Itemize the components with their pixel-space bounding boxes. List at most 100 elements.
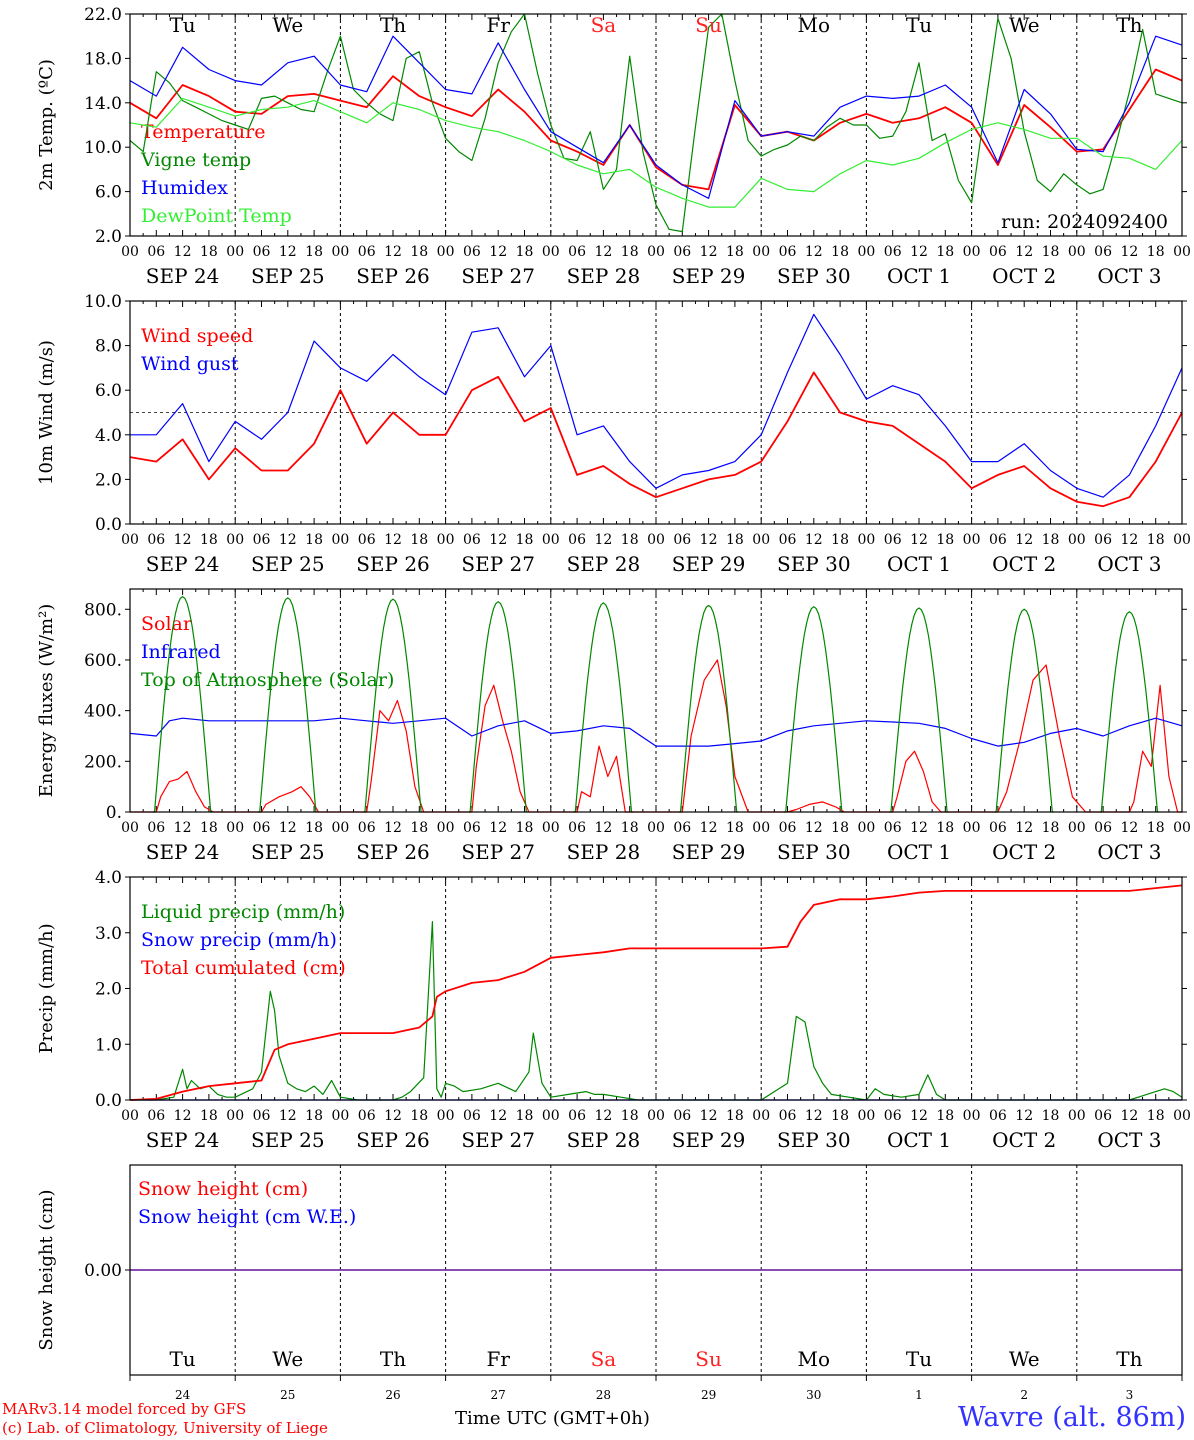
weekday-label: Mo	[798, 13, 831, 37]
hour-tick-label: 18	[410, 244, 428, 260]
series-wind-gust	[130, 313, 1183, 498]
date-label: SEP 25	[251, 264, 325, 288]
hour-tick-label: 00	[331, 820, 349, 836]
date-label: SEP 24	[146, 264, 220, 288]
hour-tick-label: 00	[963, 1108, 981, 1124]
hour-tick-label: 18	[516, 532, 534, 548]
hour-tick-label: 12	[384, 820, 402, 836]
hour-tick-label: 12	[700, 1108, 718, 1124]
y-tick-label: 1.0	[95, 1035, 122, 1055]
y-tick-label: 2.0	[95, 980, 122, 1000]
panel-energy: 0. 200. 400. 600. 800. Energy fluxes (W/m²) So…	[36, 588, 1191, 864]
weekday-label: Th	[380, 13, 406, 37]
hour-tick-label: 18	[1147, 532, 1165, 548]
day-number-label: 3	[1126, 1388, 1134, 1402]
hour-tick-label: 18	[516, 244, 534, 260]
hour-tick-label: 06	[147, 1108, 165, 1124]
hour-tick-label: 12	[489, 244, 507, 260]
date-label: SEP 24	[146, 840, 220, 864]
panel-precip: 0.0 1.0 2.0 3.0 4.0 Precip (mm/h) Liquid preci…	[36, 868, 1191, 1152]
day-number-label: 24	[175, 1388, 191, 1402]
weekday-label: Th	[380, 1347, 406, 1371]
date-label: OCT 1	[887, 1128, 951, 1152]
hour-tick-label: 18	[1042, 244, 1060, 260]
hour-tick-label: 00	[1173, 820, 1191, 836]
hour-tick-label: 06	[1094, 820, 1112, 836]
hour-tick-label: 18	[410, 1108, 428, 1124]
hour-tick-label: 06	[568, 244, 586, 260]
hour-tick-label: 00	[647, 1108, 665, 1124]
hour-tick-label: 00	[542, 1108, 560, 1124]
legend-series-solar: Solar	[141, 613, 193, 635]
hour-tick-label: 18	[200, 820, 218, 836]
hour-tick-label: 12	[805, 820, 823, 836]
hour-tick-label: 06	[463, 532, 481, 548]
date-label: SEP 29	[672, 840, 746, 864]
hour-tick-label: 06	[1094, 1108, 1112, 1124]
hour-tick-label: 00	[542, 532, 560, 548]
hour-tick-label: 06	[463, 244, 481, 260]
hour-tick-label: 00	[857, 244, 875, 260]
panel-temperature: 2.0 6.0 10.0 14.0 18.0 22.0 2m Temp. (ºC) Tempe…	[36, 5, 1191, 288]
hour-tick-label: 06	[989, 532, 1007, 548]
y-axis-label: Snow height (cm)	[36, 1189, 57, 1350]
hour-tick-label: 12	[279, 820, 297, 836]
hour-tick-label: 06	[358, 1108, 376, 1124]
hour-tick-label: 00	[331, 244, 349, 260]
day-number-label: 25	[280, 1388, 295, 1402]
y-tick-label: 18.0	[84, 49, 122, 69]
y-tick-label: 0.00	[84, 1261, 122, 1281]
hour-tick-label: 06	[779, 244, 797, 260]
weekday-label: Sa	[591, 1347, 617, 1371]
y-tick-label: 14.0	[84, 94, 122, 114]
hour-tick-label: 00	[1068, 820, 1086, 836]
hour-tick-label: 06	[673, 244, 691, 260]
hour-tick-label: 00	[752, 820, 770, 836]
weekday-label: Tu	[906, 13, 932, 37]
hour-tick-label: 18	[726, 820, 744, 836]
day-number-label: 2	[1020, 1388, 1028, 1402]
hour-tick-label: 18	[410, 532, 428, 548]
date-label: SEP 27	[461, 552, 535, 576]
hour-tick-label: 00	[752, 244, 770, 260]
hour-tick-label: 18	[831, 820, 849, 836]
weekday-label: Sa	[591, 13, 617, 37]
weekday-label: Tu	[906, 1347, 932, 1371]
hour-tick-label: 18	[831, 244, 849, 260]
hour-tick-label: 18	[516, 820, 534, 836]
hour-tick-label: 18	[1042, 532, 1060, 548]
panel-wind: 0.0 2.0 4.0 6.0 8.0 10.0 10m Wind (m/s) Wind sp…	[36, 292, 1191, 576]
hour-tick-label: 12	[910, 532, 928, 548]
hour-tick-label: 12	[384, 244, 402, 260]
plot-frame	[129, 588, 1183, 813]
hour-tick-label: 00	[226, 820, 244, 836]
hour-tick-label: 06	[358, 244, 376, 260]
hour-tick-label: 00	[542, 244, 560, 260]
hour-tick-label: 00	[121, 244, 139, 260]
hour-tick-label: 18	[936, 532, 954, 548]
date-label: SEP 30	[777, 840, 851, 864]
day-number-label: 30	[806, 1388, 821, 1402]
hour-tick-label: 18	[305, 532, 323, 548]
date-label: OCT 2	[992, 840, 1056, 864]
hour-tick-label: 12	[1120, 244, 1138, 260]
hour-tick-label: 18	[200, 532, 218, 548]
legend-series-dewpoint-temp: DewPoint Temp	[141, 205, 292, 227]
hour-tick-label: 18	[936, 820, 954, 836]
hour-tick-label: 06	[568, 1108, 586, 1124]
y-tick-label: 10.0	[84, 138, 122, 158]
series-humidex	[129, 35, 1183, 199]
legend-series-top-of-atmosphere-solar: Top of Atmosphere (Solar)	[141, 669, 394, 691]
date-label: SEP 28	[567, 840, 641, 864]
hour-tick-label: 12	[489, 820, 507, 836]
hour-tick-label: 06	[673, 1108, 691, 1124]
series-top-of-atmosphere-solar-arc	[678, 604, 739, 813]
date-label: SEP 28	[567, 1128, 641, 1152]
date-label: OCT 3	[1097, 840, 1161, 864]
hour-tick-label: 12	[384, 532, 402, 548]
y-axis-label: 2m Temp. (ºC)	[36, 59, 57, 191]
date-label: SEP 26	[356, 840, 430, 864]
y-tick-label: 3.0	[95, 924, 122, 944]
hour-tick-label: 18	[1042, 820, 1060, 836]
hour-tick-label: 18	[621, 820, 639, 836]
